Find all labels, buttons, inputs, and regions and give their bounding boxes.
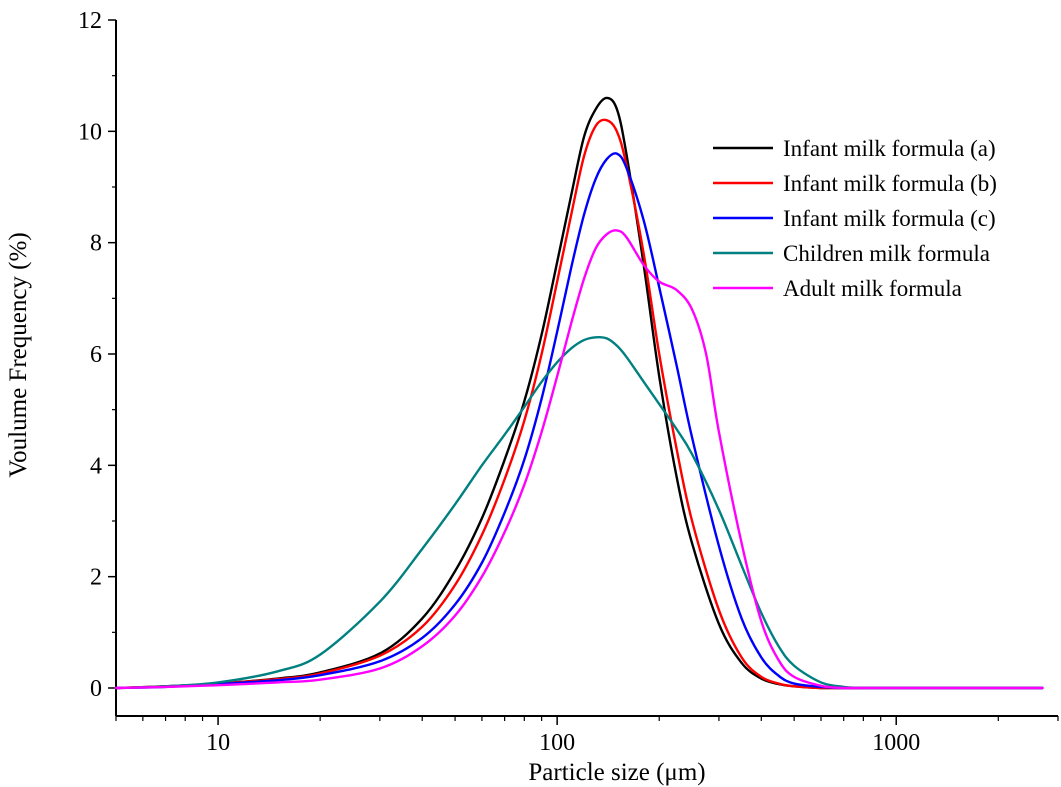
series-lines xyxy=(114,96,1044,690)
y-tick-label: 4 xyxy=(90,453,102,479)
series-line-3 xyxy=(114,152,1044,690)
series-line-5 xyxy=(114,229,1044,690)
y-tick-label: 0 xyxy=(90,676,102,702)
y-axis-title: Voulume Frequency (%) xyxy=(5,232,32,477)
tick-marks xyxy=(108,19,1059,725)
axes xyxy=(115,20,1058,717)
legend-label: Adult milk formula xyxy=(783,276,962,301)
y-tick-label: 2 xyxy=(90,565,102,591)
y-tick-label: 6 xyxy=(90,342,102,368)
legend-label: Infant milk formula (c) xyxy=(783,206,996,231)
series-line-2 xyxy=(114,118,1044,690)
legend-label: Infant milk formula (b) xyxy=(783,171,997,196)
x-tick-label: 1000 xyxy=(872,730,920,756)
y-tick-label: 8 xyxy=(90,231,102,257)
tick-labels: 0 2 4 6 8 10 12 10 100 1000 xyxy=(78,8,920,756)
y-tick-label: 12 xyxy=(78,8,102,34)
x-axis-title: Particle size (μm) xyxy=(528,759,705,786)
x-tick-label: 100 xyxy=(539,730,575,756)
series-line-4 xyxy=(114,335,1044,690)
legend-label: Children milk formula xyxy=(783,241,990,266)
legend-label: Infant milk formula (a) xyxy=(783,136,996,161)
y-tick-label: 10 xyxy=(78,119,102,145)
legend: Infant milk formula (a) Infant milk formu… xyxy=(713,136,997,301)
x-tick-label: 10 xyxy=(206,730,230,756)
